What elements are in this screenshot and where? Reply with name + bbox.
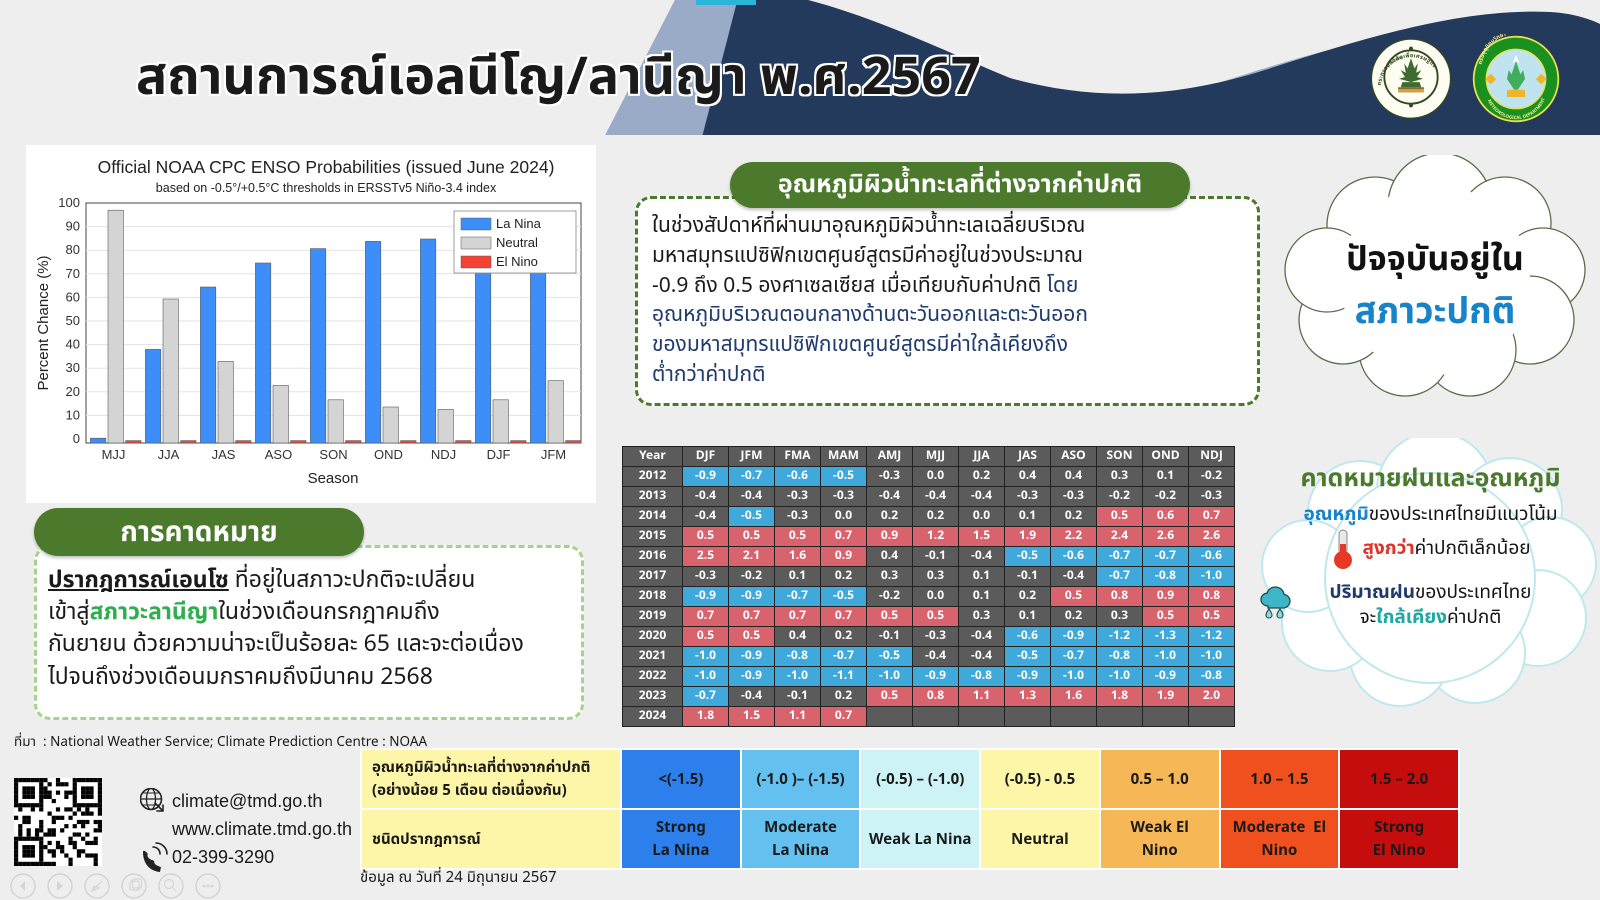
svg-text:JAS: JAS [212, 447, 236, 462]
svg-text:La Nina: La Nina [496, 216, 542, 231]
svg-text:10: 10 [66, 407, 80, 422]
svg-text:Neutral: Neutral [496, 235, 538, 250]
svg-text:50: 50 [66, 313, 80, 328]
svg-text:JJA: JJA [158, 447, 180, 462]
svg-text:80: 80 [66, 242, 80, 257]
svg-text:NDJ: NDJ [431, 447, 456, 462]
svg-text:El Nino: El Nino [496, 254, 538, 269]
svg-text:100: 100 [58, 195, 80, 210]
svg-text:Season: Season [308, 470, 359, 487]
svg-text:20: 20 [66, 384, 80, 399]
svg-text:OND: OND [374, 447, 403, 462]
svg-text:60: 60 [66, 289, 80, 304]
svg-text:Percent Chance (%): Percent Chance (%) [35, 255, 52, 390]
svg-text:SON: SON [319, 447, 347, 462]
svg-text:90: 90 [66, 219, 80, 234]
svg-text:70: 70 [66, 266, 80, 281]
svg-text:ASO: ASO [265, 447, 292, 462]
svg-text:Official NOAA CPC ENSO Probabi: Official NOAA CPC ENSO Probabilities (is… [98, 157, 555, 177]
svg-text:DJF: DJF [487, 447, 511, 462]
svg-text:30: 30 [66, 360, 80, 375]
svg-text:0: 0 [73, 431, 80, 446]
svg-text:40: 40 [66, 337, 80, 352]
svg-text:based on -0.5°/+0.5°C threshol: based on -0.5°/+0.5°C thresholds in ERSS… [156, 181, 497, 195]
svg-text:MJJ: MJJ [102, 447, 126, 462]
svg-text:JFM: JFM [541, 447, 566, 462]
